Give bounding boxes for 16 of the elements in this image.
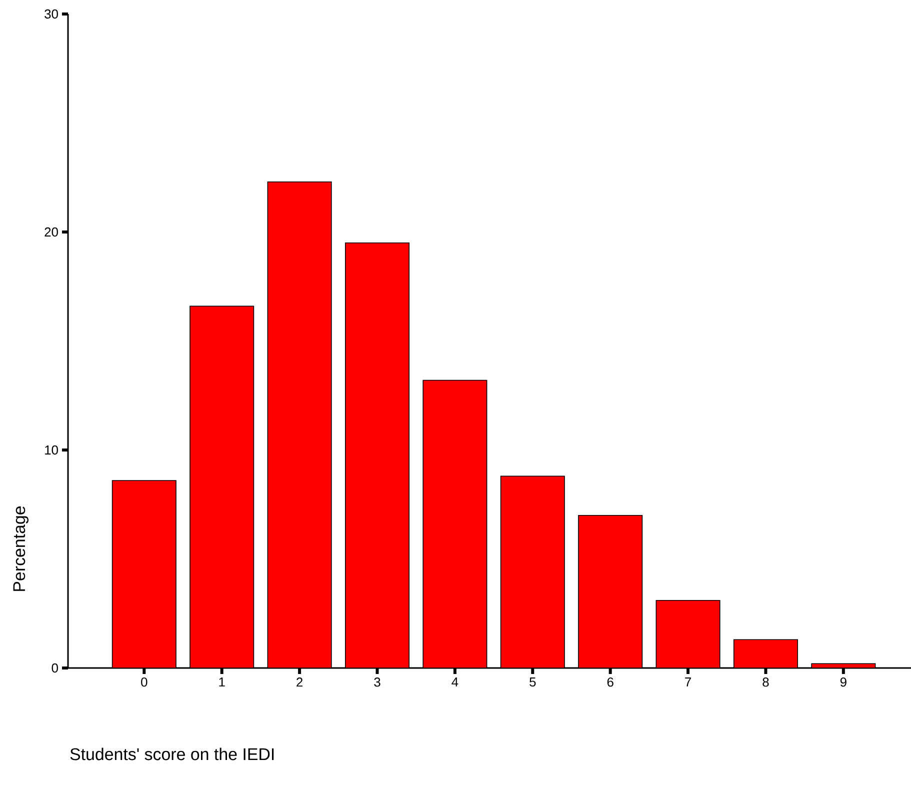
x-tick-label: 2 xyxy=(296,678,302,687)
y-tick-label: 30 xyxy=(44,9,58,19)
y-axis-title: Percentage xyxy=(13,506,28,591)
x-axis-title: Students' score on the IEDI xyxy=(70,748,274,760)
x-tick-label: 5 xyxy=(530,678,536,687)
x-tick-label: 3 xyxy=(374,678,380,687)
x-tick-label: 4 xyxy=(452,678,458,686)
x-tick-label: 6 xyxy=(607,678,614,687)
y-tick-label: 10 xyxy=(45,445,58,455)
y-tick-label: 20 xyxy=(44,227,58,237)
x-tick-label: 9 xyxy=(840,678,846,687)
x-tick-label: 7 xyxy=(685,678,691,686)
x-tick-label: 1 xyxy=(219,678,225,686)
x-tick-label: 0 xyxy=(141,678,148,687)
y-tick-label: 0 xyxy=(52,663,58,673)
x-tick-label: 8 xyxy=(762,678,769,687)
